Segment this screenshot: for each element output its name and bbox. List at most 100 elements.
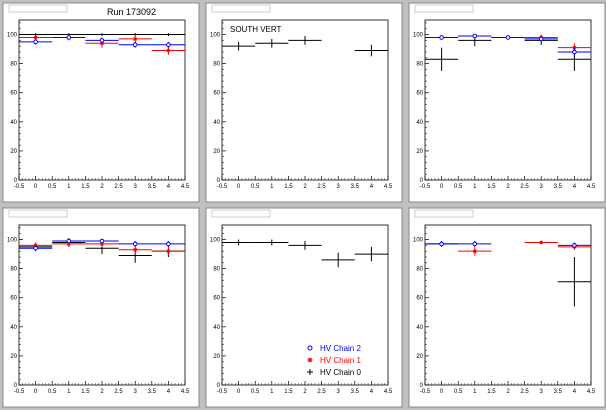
x-tick-label: 1.5 <box>81 389 90 395</box>
circle-marker <box>472 241 478 247</box>
y-tick-label: 40 <box>213 325 220 331</box>
y-tick-label: 0 <box>217 383 221 389</box>
y-tick-label: 100 <box>413 238 424 244</box>
y-tick-label: 0 <box>14 383 18 389</box>
circle-marker <box>33 245 38 251</box>
circle-marker <box>66 238 72 244</box>
data-point <box>557 47 591 57</box>
x-tick-label: -0.5 <box>420 389 431 395</box>
data-point <box>524 240 558 245</box>
x-tick-label: 3.5 <box>351 184 360 190</box>
run-label: Run 173092 <box>107 7 156 17</box>
y-tick-label: 20 <box>416 354 423 360</box>
x-tick-label: 2.5 <box>114 184 123 190</box>
legend-entry-chain2: HV Chain 2 <box>307 344 361 353</box>
y-tick-label: 40 <box>416 325 423 331</box>
circle-marker <box>572 243 577 248</box>
x-tick-label: 1 <box>473 184 477 190</box>
circle-marker <box>572 49 577 55</box>
y-tick-label: 20 <box>213 354 220 360</box>
x-tick-label: 3 <box>540 389 544 395</box>
x-tick-label: 1.5 <box>487 389 496 395</box>
y-tick-label: 0 <box>217 178 221 184</box>
x-tick-label: 2.5 <box>520 184 529 190</box>
y-tick-label: 40 <box>10 120 17 126</box>
legend-entry-chain1: HV Chain 1 <box>307 356 361 365</box>
x-tick-label: -0.5 <box>14 389 25 395</box>
x-tick-label: 0 <box>34 389 38 395</box>
y-tick-label: 40 <box>213 120 220 126</box>
y-tick-label: 80 <box>10 267 17 273</box>
x-tick-label: 0.5 <box>251 184 260 190</box>
series-chain0 <box>222 36 388 57</box>
series-chain2 <box>425 33 591 57</box>
circle-marker <box>132 241 138 247</box>
y-tick-label: 0 <box>420 383 424 389</box>
x-tick-label: 3.5 <box>554 389 563 395</box>
star-marker <box>472 249 477 254</box>
x-tick-label: 0.5 <box>454 389 463 395</box>
panel-background <box>2 207 200 408</box>
data-point <box>255 239 289 246</box>
x-tick-label: 0 <box>237 389 241 395</box>
circle-marker <box>132 42 138 48</box>
data-point <box>222 41 256 51</box>
x-tick-label: 1.5 <box>81 184 90 190</box>
y-tick-label: 80 <box>416 267 423 273</box>
y-tick-label: 60 <box>10 91 17 97</box>
data-point <box>354 246 388 262</box>
x-tick-label: 2.5 <box>317 184 326 190</box>
x-tick-label: 1 <box>473 389 477 395</box>
circle-marker <box>33 39 38 45</box>
y-tick-label: 20 <box>416 149 423 155</box>
x-tick-label: 4.5 <box>384 184 393 190</box>
y-tick-label: 100 <box>210 238 221 244</box>
y-tick-label: 80 <box>416 62 423 68</box>
data-point <box>52 35 86 40</box>
x-tick-label: 0 <box>237 184 241 190</box>
data-point <box>458 246 492 256</box>
data-point <box>151 33 185 36</box>
x-tick-label: 2 <box>506 389 510 395</box>
circle-marker <box>66 35 72 40</box>
data-point <box>118 241 152 247</box>
y-tick-label: 100 <box>210 33 221 39</box>
data-point <box>222 239 256 246</box>
panel-title-box <box>8 4 68 13</box>
panel-title-box <box>8 209 68 218</box>
star-marker <box>166 48 171 53</box>
x-tick-label: 2 <box>303 389 307 395</box>
x-tick-label: 0.5 <box>454 184 463 190</box>
data-point <box>151 246 185 256</box>
legend-plus-marker <box>307 369 313 375</box>
panel-title-box <box>211 209 271 218</box>
panel-title-box <box>414 209 474 218</box>
x-tick-label: -0.5 <box>14 184 25 190</box>
x-tick-label: 4 <box>167 389 171 395</box>
panel-title-box <box>211 4 271 13</box>
x-tick-label: -0.5 <box>217 389 228 395</box>
circle-marker <box>439 241 444 247</box>
y-tick-label: 20 <box>10 149 17 155</box>
data-point <box>19 245 53 252</box>
y-tick-label: 40 <box>416 120 423 126</box>
y-tick-label: 100 <box>413 33 424 39</box>
x-tick-label: 4 <box>573 389 577 395</box>
circle-marker <box>439 35 444 40</box>
y-tick-label: 60 <box>213 296 220 302</box>
data-point <box>85 33 119 36</box>
x-tick-label: 1.5 <box>284 389 293 395</box>
legend-label: HV Chain 1 <box>320 356 361 365</box>
circle-marker <box>99 238 105 244</box>
data-point <box>151 241 185 247</box>
data-point <box>52 238 86 244</box>
x-tick-label: 3.5 <box>351 389 360 395</box>
circle-marker <box>166 42 171 48</box>
panel-note: SOUTH VERT <box>230 25 282 34</box>
x-tick-label: 2.5 <box>317 389 326 395</box>
